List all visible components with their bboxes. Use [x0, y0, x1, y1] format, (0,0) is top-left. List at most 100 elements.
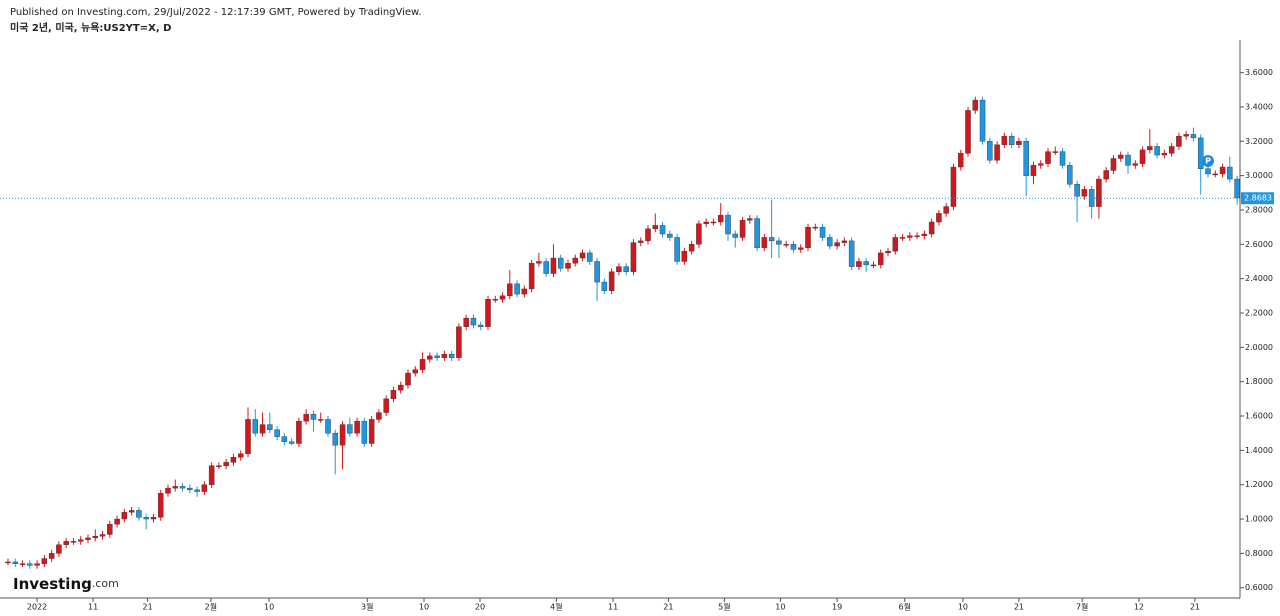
candle-body: [1205, 168, 1211, 175]
candle-body: [405, 372, 411, 386]
candle-body: [739, 220, 746, 238]
candle-body: [288, 441, 295, 444]
logo-name: Investing: [13, 575, 92, 593]
logo: Investing.com: [13, 575, 119, 593]
candle-body: [630, 242, 637, 272]
candle-body: [1016, 141, 1022, 145]
candle-body: [492, 299, 499, 301]
candle-body: [136, 510, 142, 518]
x-tick-label: 7월: [1076, 602, 1088, 612]
candle-body: [514, 283, 520, 295]
candle-body: [267, 424, 273, 430]
candle-body: [485, 299, 491, 327]
candle-body: [921, 233, 928, 236]
candle-body: [1183, 134, 1189, 137]
candle-body: [550, 257, 557, 274]
candle-body: [1147, 146, 1153, 151]
candle-body: [223, 462, 229, 466]
candle-body: [528, 263, 535, 290]
x-tick-label: 21: [143, 603, 153, 612]
candle-body: [1125, 154, 1131, 166]
x-tick-label: 10: [775, 603, 785, 612]
candle-body: [230, 457, 237, 463]
candle-body: [463, 317, 469, 327]
y-tick-label: 0.8000: [1245, 549, 1273, 558]
candle-body: [361, 420, 368, 444]
candle-body: [1117, 154, 1124, 159]
x-tick-label: 10: [419, 603, 429, 612]
candle-body: [696, 223, 702, 245]
candle-body: [856, 261, 862, 267]
candle-body: [128, 510, 135, 513]
y-tick-label: 1.0000: [1245, 515, 1273, 524]
last-price-box: [1241, 192, 1274, 205]
logo-suffix: .com: [92, 577, 119, 590]
candle-body: [85, 537, 91, 540]
candle-body: [354, 420, 360, 434]
candle-body: [187, 487, 193, 491]
candle-body: [652, 225, 659, 230]
x-tick-label: 12: [1134, 603, 1144, 612]
candle-body: [885, 250, 891, 254]
candle-body: [41, 558, 48, 564]
candle-body: [1168, 146, 1175, 154]
candle-body: [208, 465, 215, 485]
candle-body: [1103, 170, 1109, 180]
candle-body: [1139, 149, 1146, 164]
candle-body: [376, 412, 382, 420]
x-tick-label: 5월: [718, 602, 730, 612]
candle-body: [1008, 135, 1015, 145]
candle-body: [797, 247, 804, 250]
candle-body: [34, 563, 40, 566]
candle-body: [317, 419, 324, 421]
candle-body: [565, 263, 571, 269]
candle-body: [732, 233, 739, 238]
candle-body: [645, 228, 651, 242]
candle-body: [470, 317, 477, 326]
candle-body: [674, 237, 680, 262]
candle-body: [252, 419, 259, 434]
candle-body: [536, 261, 542, 264]
candle-body: [310, 414, 317, 420]
candle-body: [339, 424, 346, 446]
candle-body: [456, 326, 462, 358]
candle-body: [441, 353, 448, 358]
candle-body: [1081, 189, 1088, 197]
candle-body: [1037, 163, 1044, 166]
y-tick-label: 2.2000: [1245, 308, 1273, 317]
candle-body: [5, 561, 11, 564]
candle-body: [761, 237, 768, 248]
candle-body: [863, 261, 869, 266]
candle-body: [390, 390, 397, 400]
candle-body: [150, 517, 157, 520]
candle-body: [1190, 134, 1197, 139]
candle-body: [1052, 151, 1059, 153]
candle-body: [827, 237, 833, 247]
y-tick-label: 3.4000: [1245, 102, 1273, 111]
candle-body: [274, 429, 280, 437]
y-tick-label: 1.8000: [1245, 377, 1273, 386]
candle-body: [1176, 135, 1182, 147]
x-tick-label: 2022: [27, 603, 47, 612]
candle-body: [543, 261, 549, 274]
candle-body: [1234, 178, 1240, 199]
candle-body: [77, 539, 84, 542]
candle-body: [950, 166, 957, 207]
plot: 0.6000 0.8000 1.0000 1.2000 1.4000 1.6000 1.80…: [0, 68, 1274, 612]
candle-body: [383, 398, 389, 413]
candle-body: [92, 535, 99, 539]
candle-body: [1132, 163, 1139, 166]
candle-body: [165, 487, 171, 494]
candle-body: [1001, 135, 1008, 145]
candle-body: [143, 517, 149, 520]
candle-body: [608, 271, 615, 291]
candle-body: [623, 266, 629, 272]
candle-body: [477, 324, 484, 327]
candle-body: [107, 523, 113, 535]
candle-body: [579, 252, 586, 259]
candle-body: [56, 544, 62, 554]
candle-body: [1096, 178, 1102, 207]
candle-body: [688, 244, 695, 252]
candle-body: [347, 424, 353, 434]
